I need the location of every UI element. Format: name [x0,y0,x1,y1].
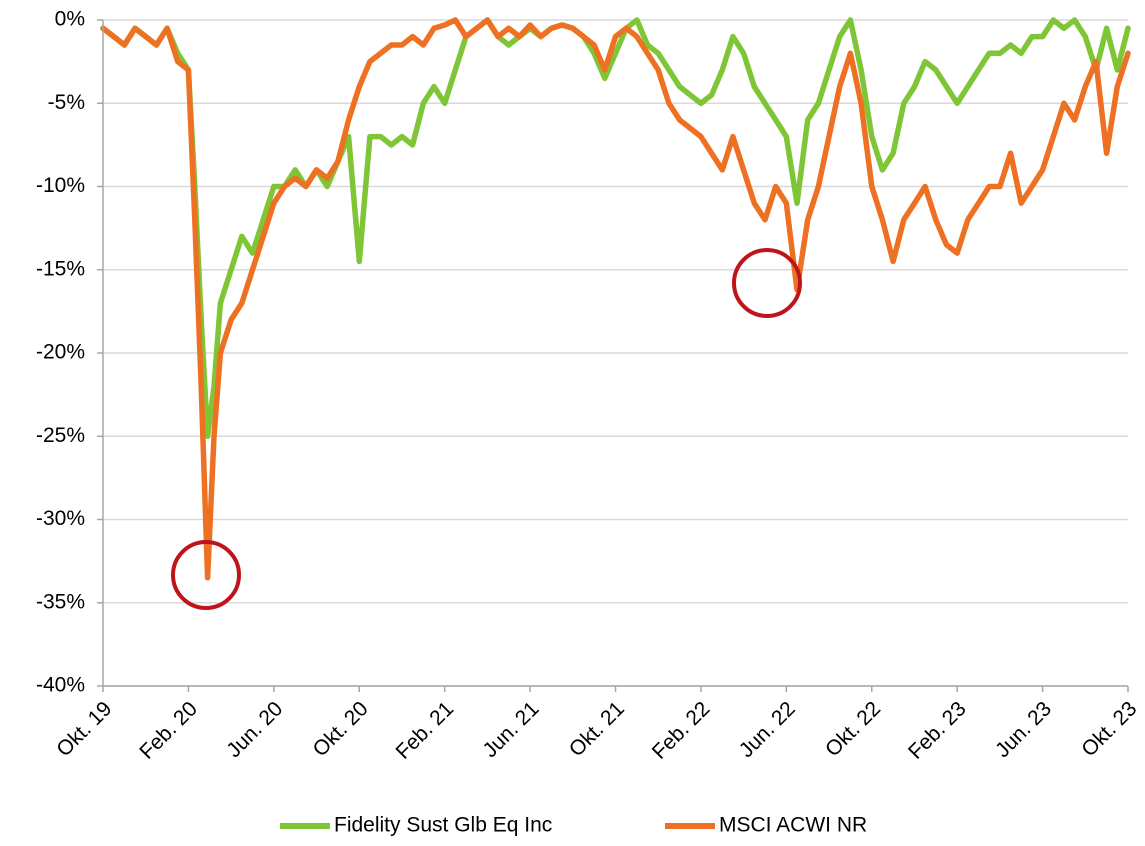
x-tick-label: Jun. 20 [222,697,287,762]
legend-label: MSCI ACWI NR [719,814,867,837]
x-tick-label: Feb. 23 [904,697,971,764]
data-line [100,17,1131,581]
legend: Fidelity Sust Glb Eq Inc MSCI ACWI NR [280,814,867,837]
lines [100,17,1131,581]
x-tick-label: Okt. 22 [821,697,885,761]
x-tick-label: Feb. 21 [392,697,459,764]
y-tick-label: -25% [36,424,85,447]
x-tick-label: Okt. 19 [52,697,116,761]
y-tick-label: 0% [55,8,85,31]
y-tick-label: -35% [36,590,85,613]
y-tick-label: -40% [36,674,85,697]
y-tick-label: -5% [48,91,85,114]
legend-label: Fidelity Sust Glb Eq Inc [334,814,552,837]
x-tick-label: Feb. 22 [648,697,715,764]
grid [103,19,1128,687]
highlight-circle [171,540,241,610]
x-tick-label: Feb. 20 [135,697,202,764]
data-line [100,17,1131,440]
x-tick-label: Jun. 23 [991,697,1056,762]
y-tick-label: -10% [36,174,85,197]
x-tick-label: Okt. 23 [1077,697,1141,761]
x-tick-label: Okt. 21 [565,697,629,761]
highlight-circle [732,248,802,318]
y-tick-label: -30% [36,507,85,530]
y-tick-label: -20% [36,341,85,364]
x-tick-label: Okt. 20 [309,697,373,761]
y-tick-label: -15% [36,257,85,280]
x-tick-label: Jun. 21 [479,697,544,762]
x-tick-label: Jun. 22 [735,697,800,762]
